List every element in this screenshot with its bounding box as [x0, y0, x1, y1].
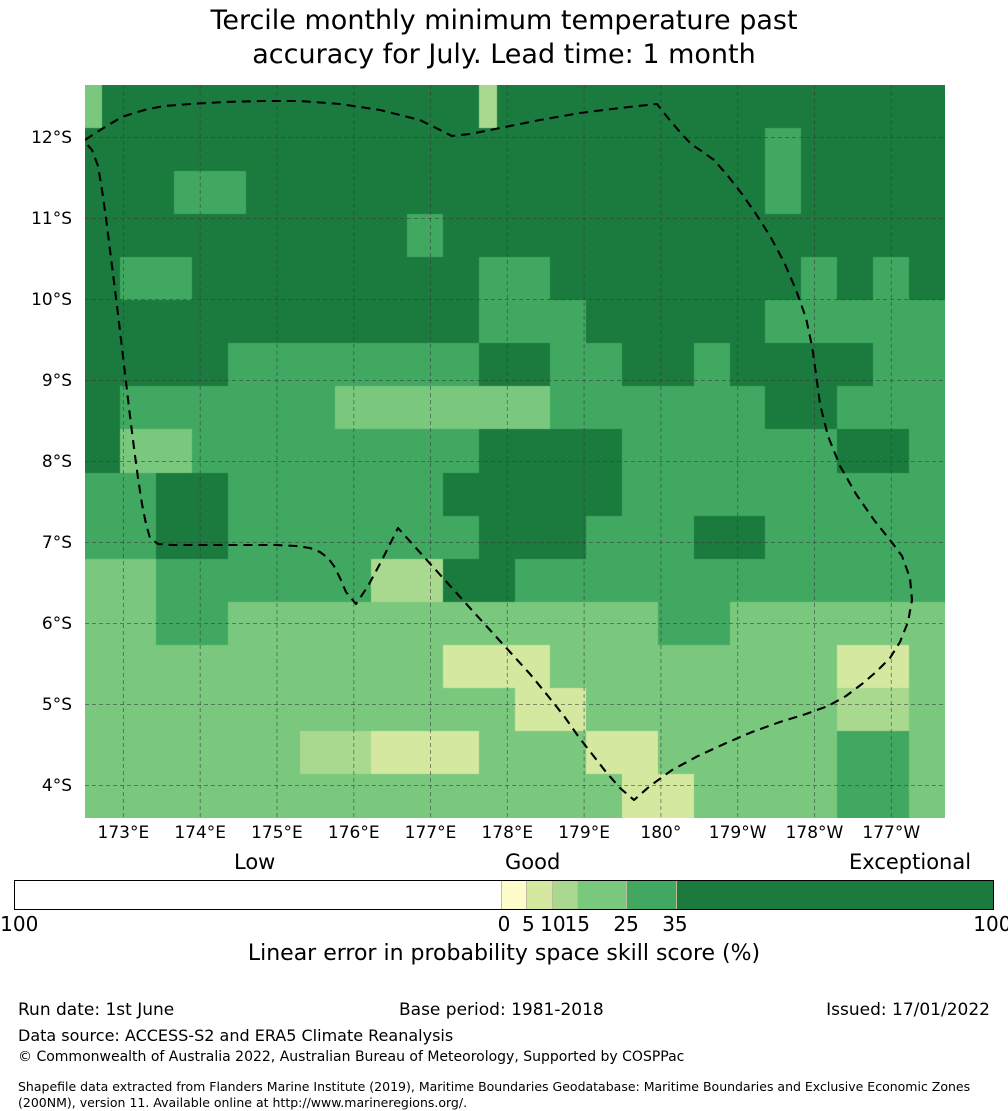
footer: Run date: 1st June Base period: 1981-201… [0, 1000, 1008, 1110]
x-tick-label: 177°W [862, 823, 921, 843]
colorbar [14, 880, 994, 910]
heatmap-plot [85, 85, 945, 818]
y-tick-label: 8°S [41, 451, 72, 472]
y-tick-label: 4°S [41, 775, 72, 796]
colorbar-segment [551, 881, 577, 909]
colorbar-title: Linear error in probability space skill … [247, 941, 761, 966]
heatmap-canvas [85, 85, 945, 818]
x-tick-label: 179°W [708, 823, 767, 843]
footer-base-period: Base period: 1981-2018 [399, 1000, 604, 1020]
x-tick-label: 175°E [251, 823, 303, 843]
colorbar-segment [576, 881, 627, 909]
x-tick-label: 174°E [174, 823, 227, 843]
page-title: Tercile monthly minimum temperature past… [0, 4, 1008, 72]
x-tick-label: 173°E [97, 823, 150, 843]
y-tick-label: 5°S [41, 694, 72, 715]
colorbar-tick-label: 35 [662, 912, 688, 936]
colorbar-tick-label: 15 [564, 912, 590, 936]
y-axis: 4°S 5°S 6°S 7°S 8°S 9°S 10°S 11°S 12°S [0, 0, 78, 1110]
x-tick-label: 176°E [327, 823, 380, 843]
footer-shapefile-note: Shapefile data extracted from Flanders M… [18, 1079, 971, 1110]
colorbar-category-labels: Low Good Exceptional [0, 850, 1008, 876]
colorbar-tick-label: 100 [973, 912, 1008, 936]
x-tick-label: 179°E [558, 823, 610, 843]
colorbar-tick-label: 10 [540, 912, 566, 936]
colorbar-tick-label: 5 [522, 912, 535, 936]
colorbar-tick-label: -100 [0, 912, 39, 936]
x-tick-label: 178°W [785, 823, 844, 843]
colorbar-segment [626, 881, 677, 909]
footer-issued-date: Issued: 17/01/2022 [826, 1000, 990, 1020]
colorbar-category-good: Good [505, 850, 561, 874]
y-tick-label: 12°S [31, 127, 72, 148]
y-tick-label: 9°S [41, 370, 72, 391]
colorbar-tick-label: 25 [613, 912, 639, 936]
colorbar-segment [676, 881, 993, 909]
y-tick-label: 10°S [31, 289, 72, 310]
x-axis: 173°E 174°E 175°E 176°E 177°E 178°E 179°E 180° 1… [0, 823, 1008, 849]
colorbar-segment [526, 881, 552, 909]
footer-data-source: Data source: ACCESS-S2 and ERA5 Climate … [18, 1026, 454, 1045]
x-tick-label: 177°E [404, 823, 457, 843]
colorbar-segment [501, 881, 527, 909]
footer-run-date: Run date: 1st June [18, 1000, 175, 1020]
colorbar-tick-label: 0 [497, 912, 511, 936]
title-line-2: accuracy for July. Lead time: 1 month [252, 39, 756, 70]
x-tick-label: 180° [640, 823, 682, 843]
colorbar-segment [15, 881, 501, 909]
colorbar-category-low: Low [234, 850, 276, 874]
colorbar-category-exceptional: Exceptional [849, 850, 972, 874]
x-tick-label: 178°E [481, 823, 534, 843]
footer-copyright: © Commonwealth of Australia 2022, Austra… [18, 1049, 685, 1065]
y-tick-label: 7°S [41, 532, 72, 553]
y-tick-label: 11°S [31, 208, 72, 229]
y-tick-label: 6°S [41, 613, 72, 634]
title-line-1: Tercile monthly minimum temperature past [210, 5, 798, 36]
